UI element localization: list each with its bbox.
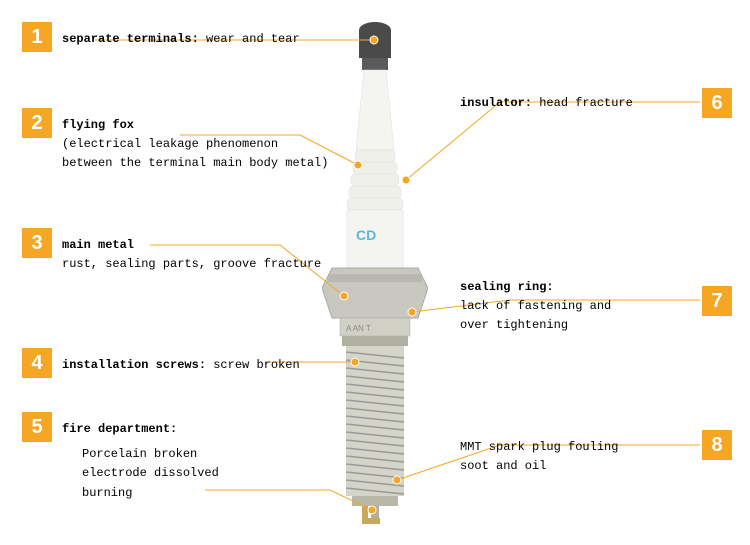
label-2: flying fox (electrical leakage phenomeno…	[62, 116, 328, 174]
label-6: insulator: head fracture	[460, 94, 633, 113]
label-8-sub2: soot and oil	[460, 457, 618, 476]
badge-1: 1	[22, 22, 52, 52]
label-7-title: sealing ring:	[460, 280, 554, 294]
label-6-desc: head fracture	[539, 96, 633, 110]
label-3-title: main metal	[62, 238, 134, 252]
label-5-sub1: Porcelain broken	[82, 445, 219, 464]
label-1-title: separate terminals:	[62, 32, 199, 46]
label-4: installation screws: screw broken	[62, 356, 300, 375]
label-2-title: flying fox	[62, 118, 134, 132]
label-1-desc: wear and tear	[206, 32, 300, 46]
label-8-sub1: MMT spark plug fouling	[460, 438, 618, 457]
label-5-sub3: burning	[82, 484, 219, 503]
label-3-sub1: rust, sealing parts, groove fracture	[62, 255, 321, 274]
badge-5: 5	[22, 412, 52, 442]
label-5-sub2: electrode dissolved	[82, 464, 219, 483]
label-4-title: installation screws:	[62, 358, 206, 372]
label-6-title: insulator:	[460, 96, 532, 110]
label-5-title: fire department:	[62, 422, 177, 436]
badge-3: 3	[22, 228, 52, 258]
badge-8: 8	[702, 430, 732, 460]
svg-text:CD: CD	[356, 227, 376, 243]
label-5: fire department: Porcelain broken electr…	[62, 420, 219, 503]
badge-6: 6	[702, 88, 732, 118]
label-3: main metal rust, sealing parts, groove f…	[62, 236, 321, 274]
badge-7: 7	[702, 286, 732, 316]
label-7: sealing ring: lack of fastening and over…	[460, 278, 611, 336]
badge-2: 2	[22, 108, 52, 138]
sparkplug-illustration: CD A AN T	[322, 20, 428, 530]
label-2-sub2: between the terminal main body metal)	[62, 154, 328, 173]
label-1: separate terminals: wear and tear	[62, 30, 300, 49]
label-4-desc: screw broken	[213, 358, 299, 372]
badge-4: 4	[22, 348, 52, 378]
label-7-sub2: over tightening	[460, 316, 611, 335]
label-7-sub1: lack of fastening and	[460, 297, 611, 316]
label-2-sub1: (electrical leakage phenomenon	[62, 135, 328, 154]
label-8: MMT spark plug fouling soot and oil	[460, 438, 618, 476]
svg-text:A AN T: A AN T	[346, 324, 371, 333]
